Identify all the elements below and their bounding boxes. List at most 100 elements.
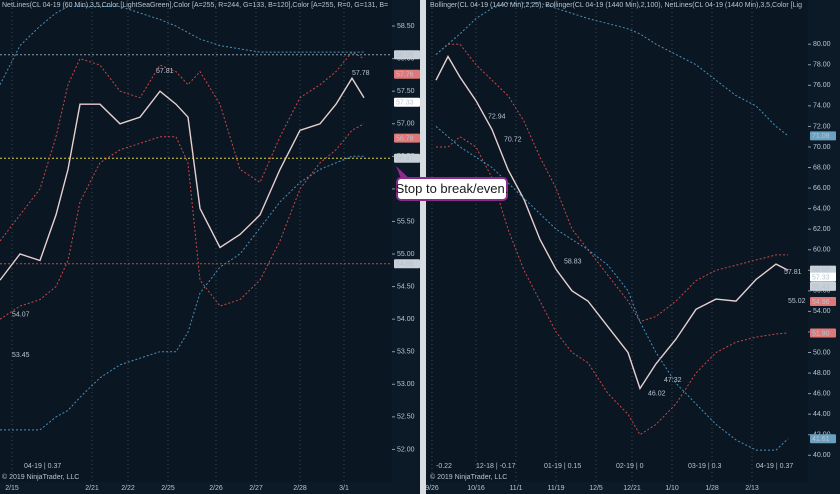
- y-tick-label: 72.00: [813, 123, 831, 130]
- y-tick-label: 56.00: [813, 288, 831, 295]
- rollover-label: 04-19 | 0.37: [756, 463, 793, 470]
- price-marker: [810, 131, 836, 141]
- x-tick-label: 1/10: [665, 485, 679, 492]
- y-tick-label: 50.00: [813, 349, 831, 356]
- price-marker-label: 41.61: [812, 436, 830, 443]
- price-marker-label: 71.08: [812, 133, 830, 140]
- price-marker-label: 56.78: [396, 135, 414, 142]
- x-tick-label: 9/26: [425, 485, 439, 492]
- x-tick-label: 2/27: [249, 485, 263, 492]
- y-tick-label: 55.50: [397, 218, 415, 225]
- rollover-label: 04-19 | 0.37: [24, 463, 61, 470]
- y-tick-label: 40.00: [813, 452, 831, 459]
- price-marker-label: 54.85: [396, 261, 414, 268]
- y-tick-label: 58.50: [397, 23, 415, 30]
- y-tick-label: 46.00: [813, 390, 831, 397]
- y-tick-label: 52.00: [397, 446, 415, 453]
- x-tick-label: 1/28: [705, 485, 719, 492]
- price-marker: [810, 434, 836, 444]
- net-label: 55.02: [788, 298, 806, 305]
- indicator-header: Bollinger(CL 04-19 (1440 Min),2,25), Bol…: [430, 2, 802, 9]
- net-label: 57.78: [352, 70, 370, 77]
- band-line: [0, 123, 365, 320]
- x-tick-label: 2/25: [161, 485, 175, 492]
- y-tick-label: 54.00: [813, 308, 831, 315]
- right-plot-area: [428, 0, 808, 482]
- price-marker-label: 51.90: [812, 330, 830, 337]
- price-line: [0, 76, 365, 281]
- price-marker-label: 58.06: [396, 52, 414, 59]
- price-marker-label: 58.02: [812, 267, 830, 274]
- net-label: 46.02: [648, 390, 666, 397]
- price-marker: [810, 265, 836, 275]
- x-tick-label: 11/1: [509, 485, 522, 492]
- band-line: [435, 126, 789, 451]
- net-label: 53.45: [12, 352, 30, 359]
- band-line: [435, 43, 788, 323]
- price-marker-label: 57.33: [812, 275, 830, 282]
- y-tick-label: 54.00: [397, 316, 415, 323]
- x-tick-label: 2/15: [5, 485, 19, 492]
- right-chart: 9/26 10/16 11/1 11/19 12/5 12/21 1/10 1/28 2/13 4…: [425, 0, 836, 492]
- price-marker: [394, 69, 420, 79]
- x-tick-label: 2/26: [209, 485, 223, 492]
- y-tick-label: 60.00: [813, 247, 831, 254]
- left-plot-area: [0, 0, 392, 482]
- callout-text: Stop to break/even.: [396, 181, 509, 196]
- net-label: 70.72: [504, 136, 522, 143]
- y-tick-label: 66.00: [813, 185, 831, 192]
- x-tick-label: 2/13: [745, 485, 759, 492]
- price-marker-label: 56.43: [812, 284, 830, 291]
- net-label: 58.83: [564, 259, 582, 266]
- x-tick-label: 12/21: [623, 485, 641, 492]
- price-marker-label: 57.33: [396, 100, 414, 107]
- y-tick-label: 76.00: [813, 82, 831, 89]
- x-tick-label: 2/21: [85, 485, 99, 492]
- y-tick-label: 57.50: [397, 88, 415, 95]
- net-label: 47.32: [664, 377, 682, 384]
- y-tick-label: 52.50: [397, 414, 415, 421]
- x-tick-label: 11/19: [548, 485, 565, 492]
- price-marker: [394, 50, 420, 60]
- price-marker-label: 56.47: [396, 156, 414, 163]
- y-tick-label: 44.00: [813, 411, 831, 418]
- y-tick-label: 80.00: [813, 41, 831, 48]
- x-tick-label: 2/22: [121, 485, 135, 492]
- rollover-label: -0.22: [436, 463, 452, 470]
- price-marker: [394, 133, 420, 143]
- indicator-header: NetLines(CL 04-19 (60 Min),3,5,Color [Li…: [2, 2, 388, 9]
- copyright: © 2019 NinjaTrader, LLC: [2, 473, 79, 481]
- y-tick-label: 64.00: [813, 205, 831, 212]
- net-label: 72.94: [488, 114, 506, 121]
- price-marker-label: 54.96: [812, 299, 830, 306]
- y-tick-label: 74.00: [813, 103, 831, 110]
- rollover-label: 01-19 | 0.15: [544, 463, 581, 470]
- band-line: [0, 6, 364, 85]
- y-tick-label: 62.00: [813, 226, 831, 233]
- net-label: 54.07: [12, 311, 30, 318]
- y-tick-label: 55.00: [397, 251, 415, 258]
- x-tick-label: 10/16: [467, 485, 485, 492]
- rollover-label: 12-18 | -0.17: [476, 463, 516, 470]
- rollover-label: 03-19 | 0.3: [688, 463, 721, 470]
- callout-box: [396, 177, 508, 201]
- x-tick-label: 12/5: [589, 485, 603, 492]
- x-tick-label: 2/28: [293, 485, 307, 492]
- price-marker: [810, 328, 836, 338]
- price-marker-label: 57.76: [396, 72, 414, 79]
- y-tick-label: 53.50: [397, 349, 415, 356]
- y-tick-label: 53.00: [397, 381, 415, 388]
- band-line: [0, 155, 364, 431]
- y-tick-label: 54.50: [397, 283, 415, 290]
- rollover-label: 02-19 | 0: [616, 463, 644, 470]
- price-marker: [810, 281, 836, 291]
- price-line: [435, 55, 789, 391]
- y-tick-label: 70.00: [813, 144, 831, 151]
- price-marker: [810, 297, 836, 307]
- band-line: [0, 51, 365, 242]
- panel-divider: [420, 0, 426, 494]
- band-line: [435, 2, 789, 137]
- y-tick-label: 78.00: [813, 62, 831, 69]
